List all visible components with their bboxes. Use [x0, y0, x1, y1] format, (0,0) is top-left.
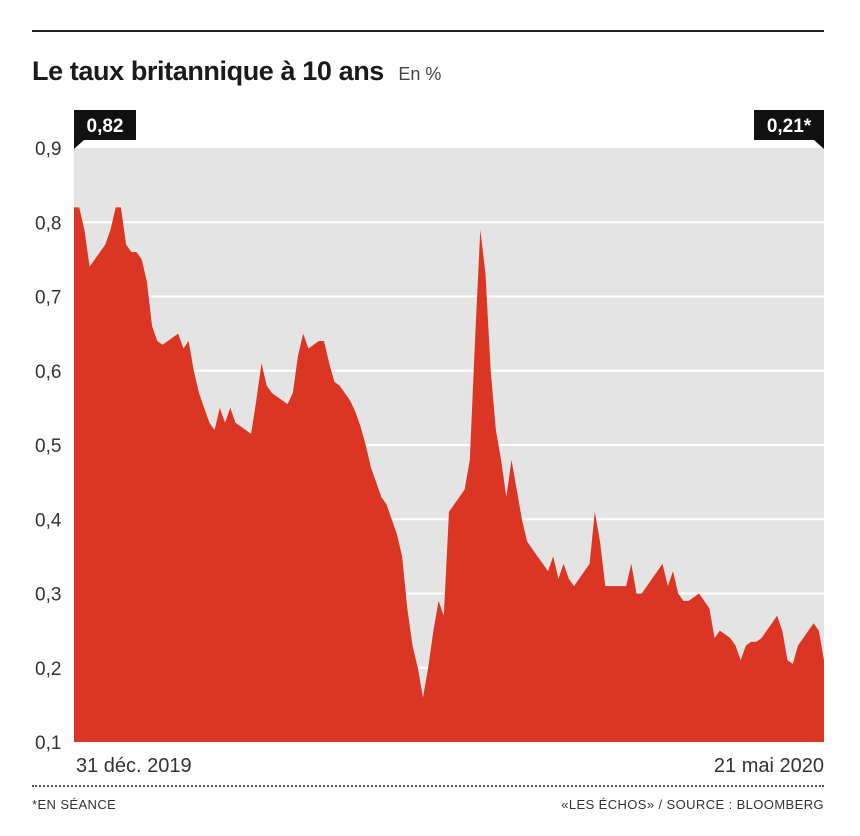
- end-badge-box: [754, 110, 824, 140]
- end-badge-pointer: [814, 140, 824, 149]
- area-series: [74, 207, 824, 742]
- top-rule: [32, 30, 824, 32]
- source-credit: «LES ÉCHOS» / SOURCE : BLOOMBERG: [561, 797, 824, 812]
- unit-label: En %: [398, 64, 442, 84]
- y-tick-label: 0,2: [35, 659, 61, 680]
- y-tick-label: 0,1: [35, 733, 61, 754]
- end-value-badge: 0,21*: [754, 110, 824, 149]
- y-tick-label: 0,8: [35, 213, 61, 234]
- y-axis: 0,9 0,8 0,7 0,6 0,5 0,4 0,3 0,2 0,1: [35, 139, 62, 754]
- footnote: *EN SÉANCE: [32, 797, 117, 812]
- start-badge-label: 0,82: [87, 116, 124, 137]
- x-end-label: 21 mai 2020: [714, 755, 824, 777]
- y-tick-label: 0,4: [35, 510, 62, 531]
- end-badge-label: 0,21*: [767, 116, 812, 137]
- start-value-badge: 0,82: [74, 110, 136, 149]
- chart-title: Le taux britannique à 10 ans: [32, 56, 384, 86]
- chart-header: Le taux britannique à 10 ans En %: [32, 56, 441, 87]
- x-start-label: 31 déc. 2019: [76, 755, 192, 777]
- y-tick-label: 0,5: [35, 436, 61, 457]
- footer-rule: [32, 785, 824, 787]
- start-badge-pointer: [74, 140, 84, 149]
- y-tick-label: 0,6: [35, 362, 61, 383]
- y-tick-label: 0,7: [35, 288, 61, 309]
- y-tick-label: 0,9: [35, 139, 61, 160]
- start-badge-box: [74, 110, 136, 140]
- y-tick-label: 0,3: [35, 585, 61, 606]
